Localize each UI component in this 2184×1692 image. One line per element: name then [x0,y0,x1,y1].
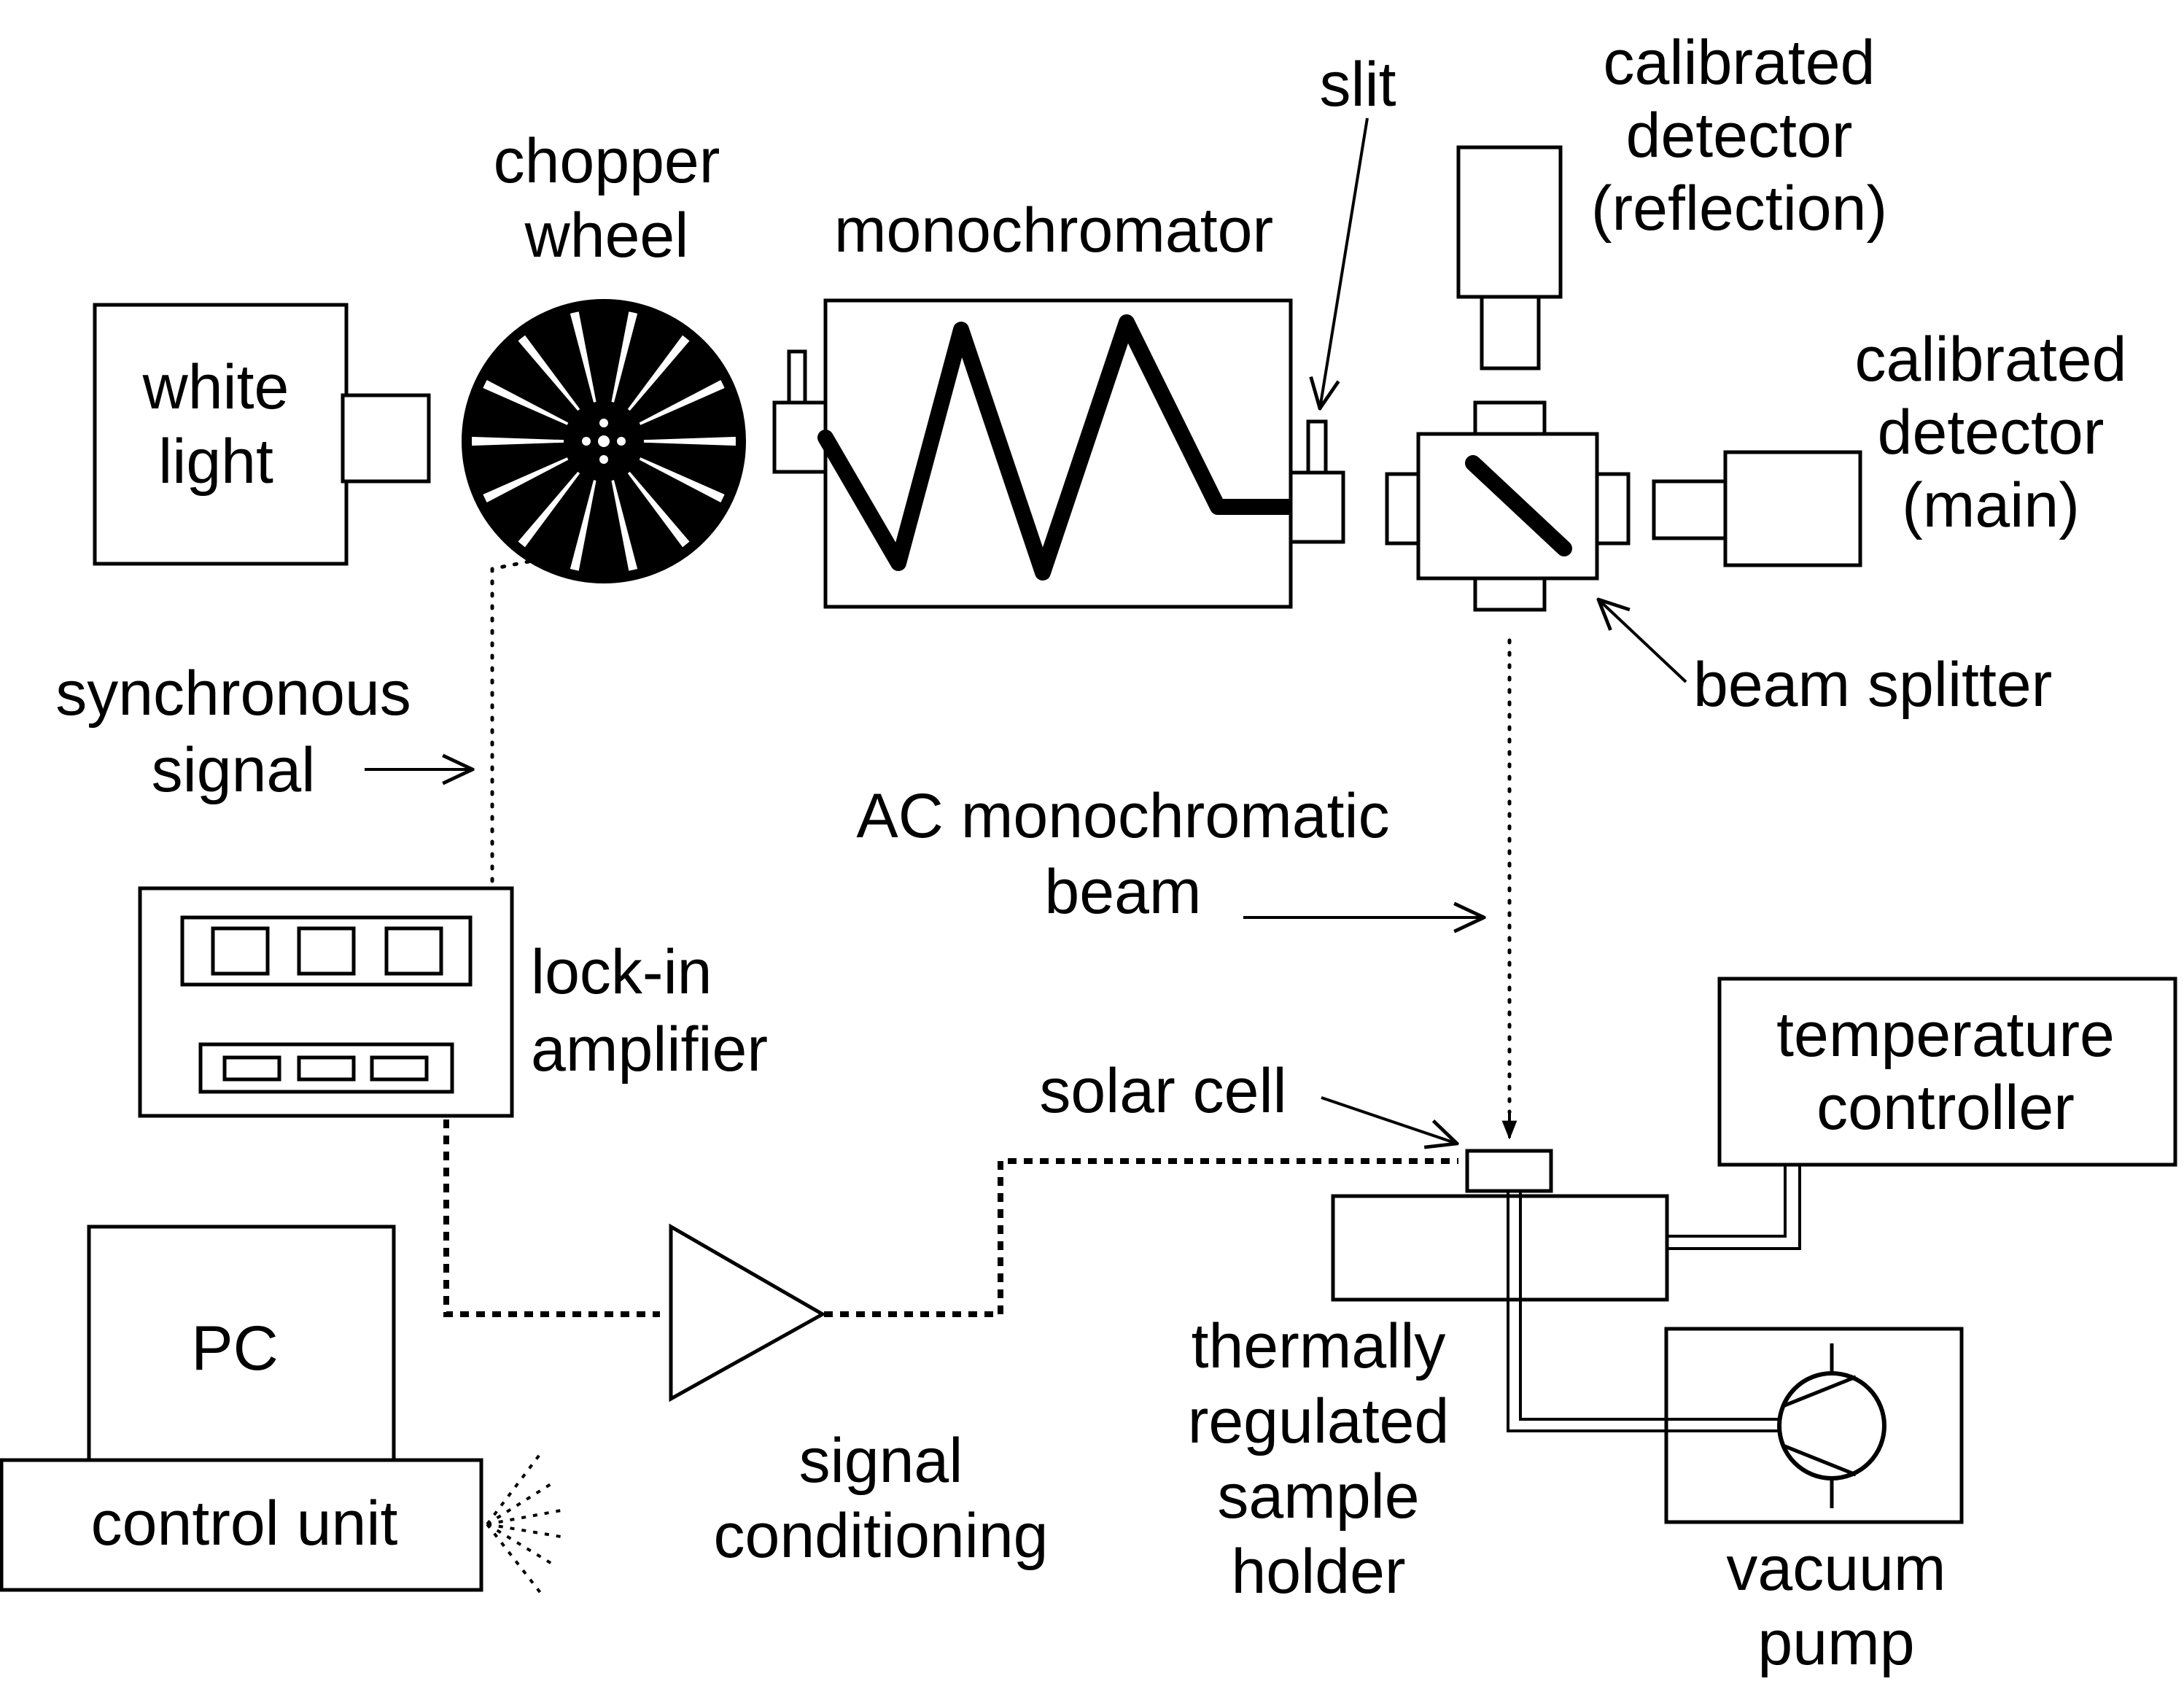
white-light-source: white light [93,303,431,566]
detector-reflection-label-3: (reflection) [1591,174,1887,244]
detector-main-label-1: calibrated [1855,325,2127,395]
white-light-label-2: light [158,427,273,497]
sample-holder: solar cell thermally regulated sample ho… [1039,1056,1669,1607]
sample-holder-label-4: holder [1231,1537,1405,1607]
signal-conditioning-amplifier: signal conditioning [669,1223,1049,1571]
beam-splitter-label: beam splitter [1693,650,2052,720]
chopper-blade [578,441,629,574]
monochromator: monochromator slit [772,50,1396,609]
sync-label-2: signal [152,735,316,805]
synchronous-signal-line [490,559,531,890]
lockin-to-amp-signal [443,1119,660,1317]
vacuum-pump-label-1: vacuum [1726,1534,1946,1604]
chopper-label-2: wheel [524,201,689,271]
ac-beam-label-1: AC monochromatic [856,781,1389,851]
sample-holder-label-3: sample [1217,1462,1419,1532]
pc-control-unit: PC control unit [0,1225,566,1595]
temperature-controller: temperature controller [1667,977,2177,1250]
slit-arrow [1320,117,1369,408]
ac-beam-label-2: beam [1044,857,1201,927]
sample-holder-label-1: thermally [1192,1311,1446,1381]
detector-main-label-3: (main) [1902,470,2080,540]
monochromator-label: monochromator [834,195,1273,265]
synchronous-signal: synchronous signal [55,559,531,890]
sync-label-1: synchronous [55,659,411,729]
lock-in-label-1: lock-in [531,937,712,1007]
solar-cell-label: solar cell [1039,1056,1286,1126]
detector-reflection-label-1: calibrated [1604,28,1876,98]
vacuum-pump: vacuum pump [1507,1191,1964,1678]
detector-reflection-label-2: detector [1626,101,1853,171]
signal-conditioning-label-1: signal [799,1426,963,1496]
wireless-signal-icon [486,1451,566,1595]
vacuum-pump-label-2: pump [1757,1608,1914,1678]
beam-splitter: beam splitter [1385,400,2052,720]
solar-cell-arrow [1321,1096,1457,1144]
signal-conditioning-label-2: conditioning [713,1501,1048,1571]
white-light-label-1: white [142,352,289,422]
chopper-wheel: chopper wheel [462,126,746,583]
ac-beam: AC monochromatic beam [856,638,1517,1140]
control-unit-label: control unit [91,1489,398,1559]
lock-in-amplifier: lock-in amplifier [138,886,768,1118]
detector-reflection: calibrated detector (reflection) [1456,28,1887,370]
pc-label: PC [191,1313,278,1384]
temperature-label-2: controller [1816,1073,2075,1143]
chopper-blade [578,308,629,441]
beam-splitter-arrow [1598,599,1687,683]
detector-main: calibrated detector (main) [1652,325,2127,567]
slit-label: slit [1319,50,1396,120]
temperature-label-1: temperature [1776,1000,2115,1070]
sample-holder-label-2: regulated [1188,1386,1450,1456]
lock-in-label-2: amplifier [531,1014,768,1084]
chopper-label-1: chopper [494,126,720,196]
detector-main-label-2: detector [1878,397,2105,467]
amp-to-cell-signal [824,1158,1458,1317]
